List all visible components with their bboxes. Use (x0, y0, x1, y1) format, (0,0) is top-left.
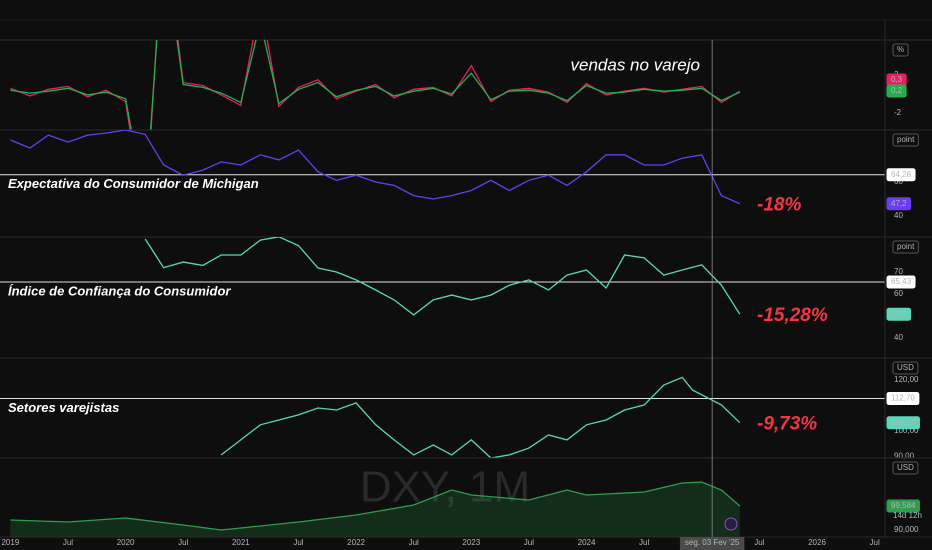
watermark: DXY, 1M (360, 463, 530, 512)
x-tick-label: Jul (639, 538, 649, 547)
x-tick-label: Jul (524, 538, 534, 547)
last-value-label: 0,3 (891, 75, 903, 84)
last-value-label-box (886, 307, 912, 321)
last-value-label-box (886, 84, 907, 98)
reference-label-box (886, 168, 916, 182)
series-line (144, 237, 741, 316)
unit-label-box (892, 361, 919, 375)
series-line (10, 481, 741, 531)
last-value-label: 50,8 (891, 309, 907, 318)
y-tick-label: 120,00 (894, 375, 919, 384)
last-value-label-box (886, 499, 920, 513)
x-tick-label: 2026 (808, 538, 826, 547)
series-line (10, 40, 741, 130)
last-value-label-box (886, 416, 920, 430)
y-tick-label: 70 (894, 267, 903, 276)
x-tick-label: Jul (409, 538, 419, 547)
series-line (220, 376, 741, 458)
pane-title: Índice de Confiança do Consumidor (8, 283, 231, 298)
unit-label-box (892, 240, 919, 254)
y-tick-label: 100,00 (894, 426, 919, 435)
x-tick-label: 2023 (462, 538, 480, 547)
y-tick-label: 60 (894, 289, 903, 298)
last-value-label: 47,2 (891, 199, 907, 208)
y-tick-label: 40 (894, 211, 903, 220)
x-tick-label: Jul (178, 538, 188, 547)
unit-label-box (892, 133, 919, 147)
y-tick-label: -2 (894, 108, 902, 117)
y-tick-label: 60 (894, 177, 903, 186)
event-icon[interactable] (724, 517, 738, 531)
pane-title: vendas no varejo (571, 55, 700, 74)
reference-label: 112,70 (891, 394, 915, 403)
y-tick-label: 90,000 (894, 525, 919, 534)
unit-label: % (897, 45, 904, 54)
x-tick-label: 2019 (1, 538, 19, 547)
series-line (10, 130, 741, 205)
last-value-label: 103,23 (891, 418, 916, 427)
last-value-label: 99,584 (891, 501, 916, 510)
crosshair-label-box (679, 537, 745, 550)
unit-label-box (892, 461, 919, 475)
countdown: 14d 12h (893, 511, 922, 520)
x-tick-label: Jul (870, 538, 880, 547)
reference-label: 64,28 (891, 170, 912, 179)
crosshair-label: seg. 03 Fev '25 (685, 538, 740, 547)
last-value-label-box (886, 197, 912, 211)
unit-label-box (892, 43, 909, 57)
area-fill (10, 482, 740, 537)
y-tick-label: 40 (894, 333, 903, 342)
pane-title: Expectativa do Consumidor de Michigan (8, 176, 259, 191)
x-tick-label: 2024 (578, 538, 596, 547)
unit-label: USD (897, 463, 914, 472)
x-tick-label: Jul (293, 538, 303, 547)
x-tick-label: 2021 (232, 538, 250, 547)
x-tick-label: 2020 (117, 538, 135, 547)
reference-label-box (886, 392, 920, 406)
change-label: -15,28% (757, 305, 828, 326)
y-tick-label: 90,00 (894, 452, 915, 461)
x-tick-label: 2022 (347, 538, 365, 547)
change-label: -9,73% (757, 414, 817, 435)
unit-label: USD (897, 363, 914, 372)
x-tick-label: Jul (754, 538, 764, 547)
reference-label-box (886, 275, 916, 289)
pane-title: Setores varejistas (8, 400, 119, 415)
unit-label: point (897, 242, 915, 251)
change-label: -18% (757, 195, 801, 216)
last-value-label: 0,2 (891, 86, 903, 95)
reference-label: 65,43 (891, 277, 912, 286)
unit-label: point (897, 135, 915, 144)
x-tick-label: Jul (63, 538, 73, 547)
